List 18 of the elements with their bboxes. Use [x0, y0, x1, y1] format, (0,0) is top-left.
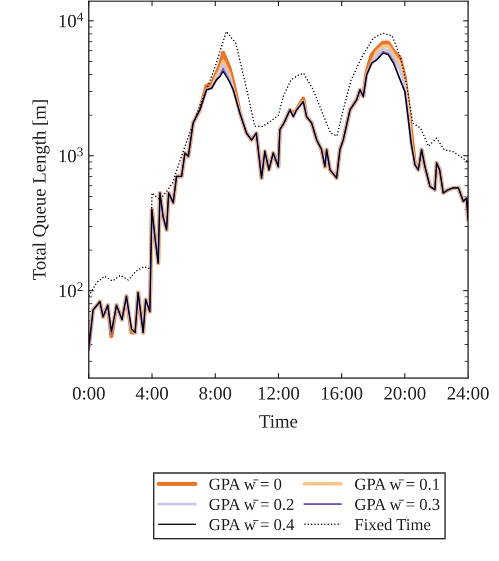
legend-label: GPA w̄ = 0.2	[209, 498, 294, 510]
legend-label: GPA w̄ = 0.4	[209, 519, 294, 530]
x-tick-label: 4:00	[136, 386, 168, 400]
x-tick-label: 8:00	[199, 386, 232, 400]
legend-label: GPA w̄ = 0.3	[355, 498, 440, 510]
y-tick-label: 10$^{3}$	[60, 147, 83, 162]
x-tick-label: 12:00	[258, 386, 300, 400]
legend-label: GPA w̄ = 0.1	[355, 478, 440, 490]
x-axis-title: Time	[259, 415, 298, 428]
x-tick-label: 24:00	[448, 386, 489, 400]
x-tick-label: 0:00	[72, 386, 105, 400]
legend-label: Fixed Time	[354, 518, 430, 530]
y-tick-label: 10$^{2}$	[60, 282, 83, 298]
x-tick-label: 20:00	[384, 386, 426, 400]
x-tick-label: 16:00	[322, 386, 362, 400]
y-axis-title: Total Queue Length [m]	[32, 100, 50, 280]
y-tick-label: 10$^{4}$	[60, 12, 84, 28]
legend-label: GPA w̄ = 0	[209, 478, 282, 490]
